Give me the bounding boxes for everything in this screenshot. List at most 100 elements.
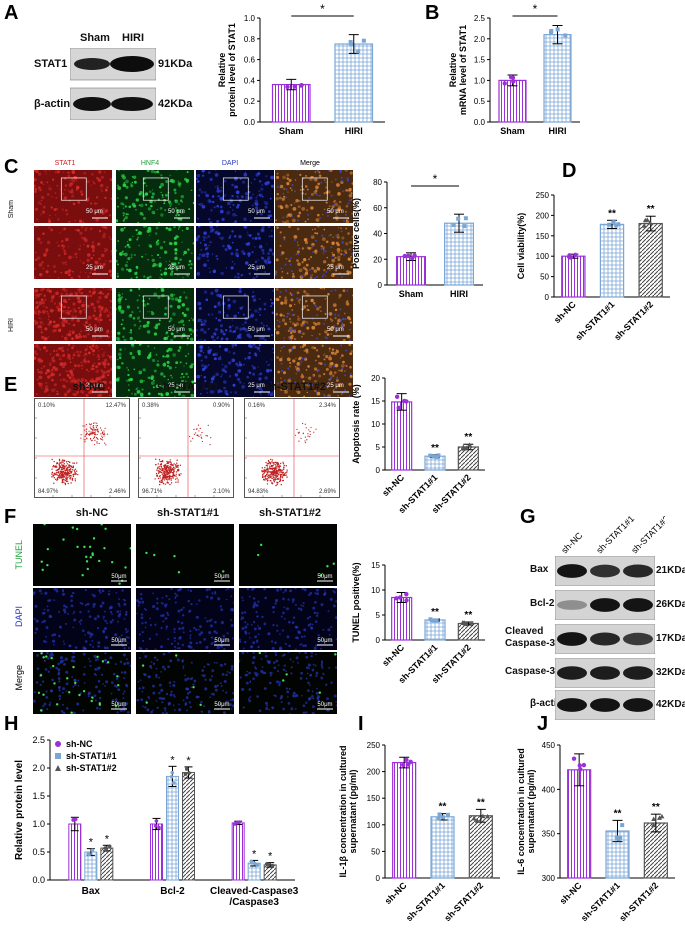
quadrant-value: 2.34% (319, 403, 337, 409)
bar (468, 815, 493, 879)
data-point (404, 399, 409, 404)
chart-b: 0.0 0.5 1.0 1.5 2.0 2.5 Relative mRNA level of … (448, 2, 580, 136)
scale-bar-label: 50μm (214, 638, 229, 644)
data-point (463, 216, 468, 221)
scale-bar-label: 50 μm (168, 209, 185, 215)
tunel-cell: 50μm (239, 588, 337, 650)
x-tick-label: Bax (82, 886, 101, 897)
x-tick-label: Cleaved-Caspase3 (210, 886, 299, 897)
micrograph-cell (196, 288, 274, 341)
micro-f-row-dapi: DAPI (14, 606, 24, 628)
y-tick-label: 5 (376, 611, 381, 620)
micro-c-hdr-dapi: DAPI (221, 160, 239, 167)
data-point (299, 82, 304, 88)
y-tick-label: 60 (373, 204, 382, 213)
panel-label-e: E (4, 374, 18, 396)
chart-i: 0 50 100 150 200 250 IL-1β concentration in cu… (338, 741, 500, 923)
sig-star: ** (464, 432, 472, 443)
data-point (581, 762, 587, 768)
quadrant-value: 0.16% (248, 403, 266, 409)
blot-a-kda-stat1: 91KDa (158, 58, 193, 70)
data-point (511, 79, 516, 84)
y-axis-label: supernatant (pg/ml) (526, 769, 536, 853)
data-point (607, 222, 612, 227)
chart-a: 0.0 0.2 0.4 0.6 0.8 1.0 Relative protein level … (217, 2, 385, 136)
bar (231, 822, 245, 881)
blot-g-kda: 17KDa (656, 633, 685, 644)
quadrant-value: 96.71% (142, 489, 163, 495)
bar (392, 761, 417, 879)
x-tick-label: sh-NC (552, 299, 578, 325)
y-axis-label: TUNEL positive(%) (351, 562, 361, 642)
data-point (153, 824, 158, 828)
scale-bar-label: 25 μm (327, 383, 344, 389)
data-point (641, 223, 647, 228)
data-point (428, 453, 433, 458)
blot-g-row-label: Caspase-3 (505, 666, 556, 677)
data-point (651, 816, 657, 821)
y-tick-label: 0.4 (244, 76, 256, 85)
flow-e-hdr-1: sh-STAT1#1 (157, 381, 219, 393)
data-point (614, 835, 619, 840)
bar (271, 83, 311, 123)
y-tick-label: 0 (545, 293, 550, 302)
sig-star: ** (464, 610, 472, 621)
x-tick-label: HIRI (450, 289, 468, 299)
scale-bar-label: 50 μm (327, 209, 344, 215)
blot-g-kda: 26KDa (656, 599, 685, 610)
data-point (451, 223, 456, 228)
x-tick-label: Sham (399, 289, 424, 299)
y-tick-label: 15 (371, 561, 380, 570)
blot-a-row-stat1: STAT1 (34, 58, 68, 70)
micrograph-cell (275, 226, 353, 279)
y-tick-label: 0.8 (244, 35, 256, 44)
scale-bar-label: 50 μm (86, 209, 103, 215)
blot-g-row-label: Cleaved (505, 626, 544, 637)
quadrant-value: 12.47% (106, 403, 127, 409)
data-point (462, 620, 468, 625)
data-point (563, 33, 568, 38)
sig-star: ** (608, 208, 616, 219)
sig-star: * (170, 754, 175, 766)
blot-g-kda: 32KDa (656, 667, 685, 678)
data-point (656, 815, 662, 820)
micro-f-hdr-0: sh-NC (75, 507, 109, 519)
data-point (502, 81, 507, 86)
scale-bar-label: 25 μm (168, 383, 185, 389)
data-point (462, 224, 467, 229)
blot-g-row-label: Bax (530, 564, 549, 575)
data-point (406, 762, 411, 767)
micrograph-cell (275, 288, 353, 341)
y-tick-label: 0.5 (32, 847, 45, 857)
panel-label-d: D (562, 160, 577, 182)
scale-bar-label: 50 μm (248, 327, 265, 333)
y-tick-label: 15 (371, 397, 380, 406)
micro-c-hdr-stat1: STAT1 (54, 160, 76, 167)
sig-star: * (186, 755, 191, 767)
panel-label-g: G (520, 506, 536, 528)
blot-g-row-label: β-actin (530, 698, 563, 709)
y-tick-label: 80 (373, 178, 382, 187)
legend-marker (55, 753, 61, 759)
blot-a-image (70, 48, 156, 120)
scale-bar-label: 50μm (111, 574, 126, 580)
data-point (397, 595, 403, 600)
micrograph-cell (275, 170, 353, 223)
blot-g-band-row (555, 590, 655, 620)
bar (100, 847, 114, 881)
y-tick-label: 5 (376, 443, 381, 452)
y-tick-label: 0 (376, 466, 381, 475)
y-tick-label: 0 (376, 874, 381, 883)
y-tick-label: 0.0 (244, 118, 256, 127)
data-point (348, 39, 353, 44)
data-point (549, 30, 554, 35)
y-tick-label: 0.2 (244, 97, 256, 106)
y-tick-label: 1.5 (32, 791, 45, 801)
data-point (394, 394, 400, 400)
blot-a-row-actin: β-actin (34, 98, 71, 110)
flow-plot: 0.16% 2.34% 94.83% 2.69% (244, 398, 340, 498)
data-point (578, 767, 583, 772)
bar (182, 771, 195, 881)
sig-star: ** (439, 802, 447, 813)
